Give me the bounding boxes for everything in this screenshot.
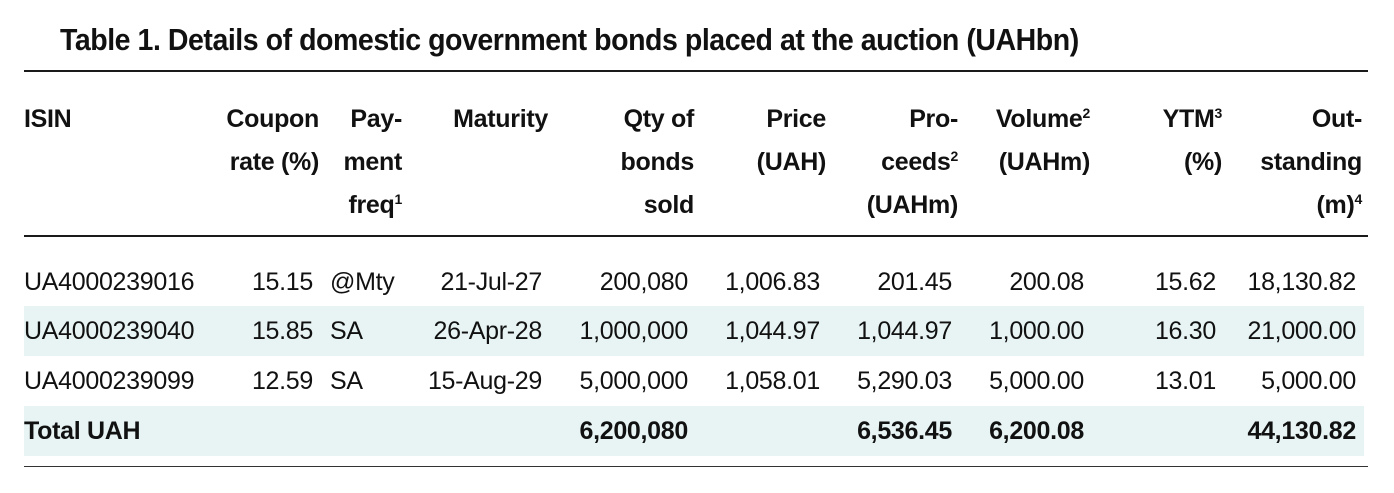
bottom-rule xyxy=(24,466,1368,467)
total-row: Total UAH 6,200,080 6,536.45 6,200.08 44… xyxy=(24,406,1364,456)
cell-qty: 5,000,000 xyxy=(579,367,688,395)
cell-maturity: 21-Jul-27 xyxy=(440,268,542,296)
cell-outstanding: 18,130.82 xyxy=(1247,268,1356,296)
header-proceeds: Pro- ceeds2 (UAHm) xyxy=(866,105,959,219)
header-payment-freq: Pay- ment freq1 xyxy=(343,105,402,219)
cell-volume: 200.08 xyxy=(1009,268,1084,296)
cell-qty: 1,000,000 xyxy=(579,317,688,345)
cell-maturity: 26-Apr-28 xyxy=(433,317,543,345)
cell-proceeds: 5,290.03 xyxy=(857,367,952,395)
total-proceeds: 6,536.45 xyxy=(857,417,952,445)
cell-price: 1,044.97 xyxy=(725,317,820,345)
header-outstanding: Out- standing (m)4 xyxy=(1260,105,1362,219)
cell-volume: 1,000.00 xyxy=(989,317,1084,345)
total-label: Total UAH xyxy=(24,417,141,445)
header-price: Price (UAH) xyxy=(756,105,827,176)
table-row: UA4000239040 15.85 SA 26-Apr-28 1,000,00… xyxy=(24,306,1364,356)
header-coupon-rate: Coupon rate (%) xyxy=(226,105,319,176)
cell-maturity: 15-Aug-29 xyxy=(427,367,542,395)
total-outstanding: 44,130.82 xyxy=(1247,417,1356,445)
header-qty-bonds-sold: Qty of bonds sold xyxy=(620,105,695,219)
cell-qty: 200,080 xyxy=(599,268,689,296)
header-isin: ISIN xyxy=(24,105,72,133)
table-title: Table 1. Details of domestic government … xyxy=(60,22,1079,57)
cell-isin: UA4000239099 xyxy=(24,367,195,395)
header-ytm: YTM3 (%) xyxy=(1162,105,1223,176)
cell-isin: UA4000239016 xyxy=(24,268,195,296)
header-maturity: Maturity xyxy=(453,105,548,133)
cell-proceeds: 1,044.97 xyxy=(857,317,952,345)
top-rule xyxy=(24,70,1368,72)
cell-proceeds: 201.45 xyxy=(877,268,952,296)
total-qty: 6,200,080 xyxy=(579,417,688,445)
cell-outstanding: 21,000.00 xyxy=(1247,317,1356,345)
table-row: UA4000239099 12.59 SA 15-Aug-29 5,000,00… xyxy=(24,356,1364,406)
cell-ytm: 16.30 xyxy=(1154,317,1216,345)
cell-coupon: 12.59 xyxy=(251,367,313,395)
cell-ytm: 13.01 xyxy=(1154,367,1216,395)
cell-coupon: 15.15 xyxy=(251,268,313,296)
total-volume: 6,200.08 xyxy=(989,417,1084,445)
cell-price: 1,006.83 xyxy=(725,268,820,296)
cell-coupon: 15.85 xyxy=(251,317,313,345)
cell-price: 1,058.01 xyxy=(725,367,820,395)
cell-volume: 5,000.00 xyxy=(989,367,1084,395)
cell-payfreq: SA xyxy=(330,367,363,395)
table-row: UA4000239016 15.15 @Mty 21-Jul-27 200,08… xyxy=(24,257,1364,307)
cell-payfreq: @Mty xyxy=(330,268,395,296)
cell-isin: UA4000239040 xyxy=(24,317,195,345)
header-rule xyxy=(24,235,1368,237)
cell-ytm: 15.62 xyxy=(1154,268,1216,296)
cell-payfreq: SA xyxy=(330,317,363,345)
header-volume: Volume2 (UAHm) xyxy=(995,105,1090,176)
cell-outstanding: 5,000.00 xyxy=(1261,367,1356,395)
